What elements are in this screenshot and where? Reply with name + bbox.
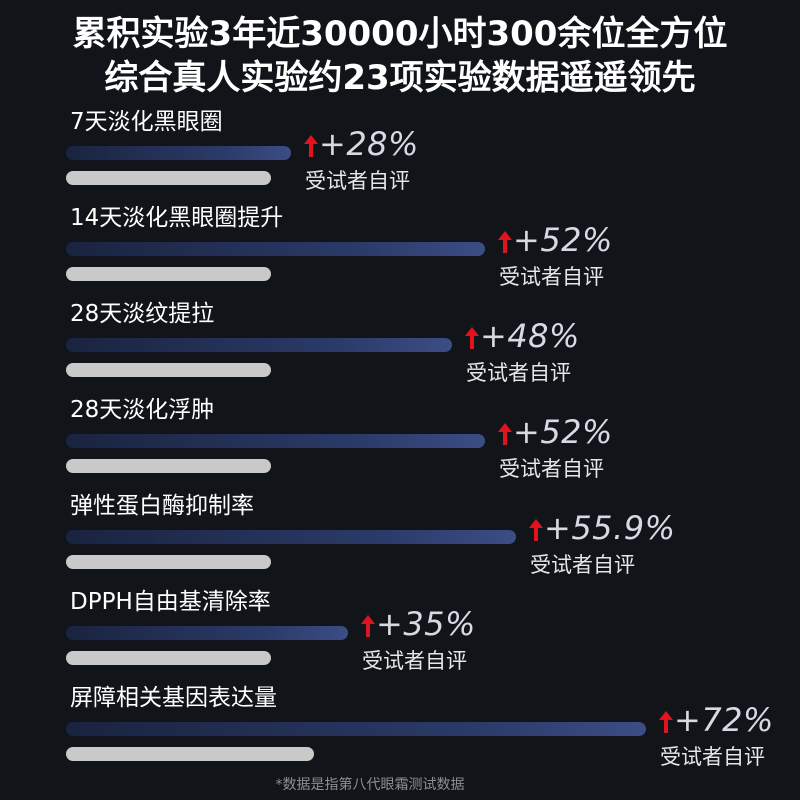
bar-category-label: 28天淡纹提拉: [70, 301, 215, 327]
up-arrow-icon: [498, 231, 512, 253]
chart-row: 弹性蛋白酶抑制率 +55.9% 受试者自评: [0, 492, 800, 592]
value-bar: [66, 722, 646, 736]
bar-value-label: +28%: [319, 125, 419, 163]
value-bar: [66, 338, 452, 352]
value-bar: [66, 434, 485, 448]
bar-value-label: +72%: [674, 701, 774, 739]
baseline-bar: [66, 363, 271, 377]
value-bar: [66, 530, 516, 544]
bar-category-label: 弹性蛋白酶抑制率: [70, 493, 254, 519]
up-arrow-icon: [465, 327, 479, 349]
bar-value-label: +48%: [480, 317, 580, 355]
up-arrow-icon: [659, 711, 673, 733]
bar-category-label: 屏障相关基因表达量: [70, 685, 277, 711]
baseline-bar: [66, 267, 271, 281]
up-arrow-icon: [529, 519, 543, 541]
value-bar: [66, 242, 485, 256]
value-bar: [66, 626, 348, 640]
self-assessment-note: 受试者自评: [530, 553, 635, 577]
chart-row: 7天淡化黑眼圈 +28% 受试者自评: [0, 108, 800, 208]
baseline-bar: [66, 171, 271, 185]
bar-value-label: +55.9%: [544, 509, 676, 547]
up-arrow-icon: [498, 423, 512, 445]
up-arrow-icon: [361, 615, 375, 637]
self-assessment-note: 受试者自评: [499, 457, 604, 481]
baseline-bar: [66, 651, 271, 665]
self-assessment-note: 受试者自评: [466, 361, 571, 385]
chart-row: DPPH自由基清除率 +35% 受试者自评: [0, 588, 800, 688]
value-bar: [66, 146, 291, 160]
bar-category-label: 28天淡化浮肿: [70, 397, 215, 423]
bar-value-label: +52%: [513, 413, 613, 451]
chart-row: 屏障相关基因表达量 +72% 受试者自评: [0, 684, 800, 784]
chart-row: 14天淡化黑眼圈提升 +52% 受试者自评: [0, 204, 800, 304]
up-arrow-icon: [304, 135, 318, 157]
baseline-bar: [66, 555, 271, 569]
headline-line-2: 综合真人实验约23项实验数据遥遥领先: [104, 58, 696, 98]
bar-category-label: 14天淡化黑眼圈提升: [70, 205, 284, 231]
baseline-bar: [66, 459, 271, 473]
bar-value-label: +35%: [376, 605, 476, 643]
footnote: *数据是指第八代眼霜测试数据: [275, 777, 465, 793]
chart-row: 28天淡化浮肿 +52% 受试者自评: [0, 396, 800, 496]
bar-category-label: 7天淡化黑眼圈: [70, 109, 223, 135]
bar-category-label: DPPH自由基清除率: [70, 589, 271, 615]
bar-value-label: +52%: [513, 221, 613, 259]
baseline-bar: [66, 747, 314, 761]
chart-row: 28天淡纹提拉 +48% 受试者自评: [0, 300, 800, 400]
self-assessment-note: 受试者自评: [499, 265, 604, 289]
self-assessment-note: 受试者自评: [362, 649, 467, 673]
self-assessment-note: 受试者自评: [305, 169, 410, 193]
self-assessment-note: 受试者自评: [660, 745, 765, 769]
headline-line-1: 累积实验3年近30000小时300余位全方位: [72, 14, 728, 54]
